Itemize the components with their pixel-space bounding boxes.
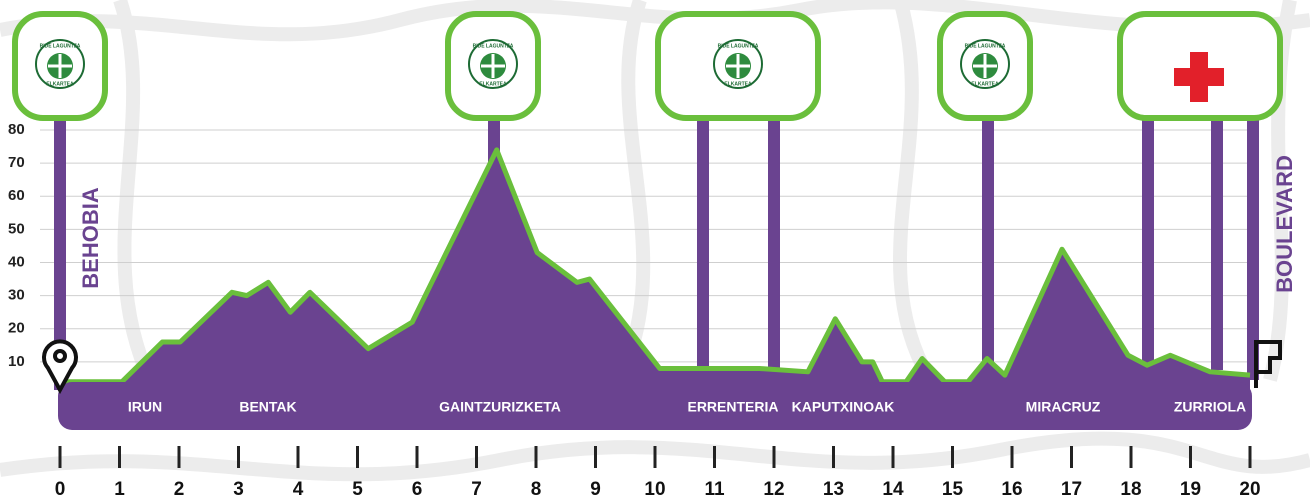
logo-text: BIDE LAGUNTZA (473, 43, 514, 49)
y-tick-label: 80 (8, 121, 25, 138)
elevation-line (60, 147, 1251, 385)
x-tick-label: 18 (1120, 479, 1141, 500)
y-tick-label: 70 (8, 154, 25, 171)
plot (60, 147, 1251, 405)
x-tick-label: 14 (882, 479, 904, 500)
x-tick-label: 16 (1001, 479, 1022, 500)
x-tick-label: 0 (55, 479, 66, 500)
place-label: IRUN (128, 399, 162, 415)
logo-cross (726, 54, 750, 78)
signs: BIDE LAGUNTZA ELKARTEA BIDE LAGUNTZA ELKART… (12, 11, 1033, 121)
place-label: BENTAK (239, 399, 296, 415)
x-tick-label: 15 (942, 479, 964, 500)
logo-text: ELKARTEA (46, 81, 74, 87)
y-tick-label: 10 (8, 353, 25, 370)
place-label: GAINTZURIZKETA (439, 399, 561, 415)
x-tick-label: 17 (1061, 479, 1082, 500)
x-tick-label: 13 (823, 479, 844, 500)
logo-text: ELKARTEA (479, 81, 507, 87)
x-tick-label: 12 (763, 479, 784, 500)
x-tick-label: 10 (644, 479, 665, 500)
x-tick-label: 6 (412, 479, 423, 500)
x-tick-label: 3 (233, 479, 244, 500)
place-label: ERRENTERIA (687, 399, 778, 415)
x-tick-label: 11 (704, 479, 725, 500)
place-label: ZURRIOLA (1174, 399, 1246, 415)
medical-sign (1117, 11, 1283, 121)
logo-text: BIDE LAGUNTZA (965, 43, 1006, 49)
start-pin (42, 339, 78, 395)
x-tick-label: 4 (293, 479, 304, 500)
y-tick-label: 40 (8, 253, 25, 270)
y-tick-label: 20 (8, 320, 25, 337)
place-label: MIRACRUZ (1026, 399, 1101, 415)
grid (40, 129, 1250, 363)
logo-text: ELKARTEA (724, 81, 752, 87)
x-tick-label: 5 (352, 479, 363, 500)
place-label: KAPUTXINOAK (792, 399, 895, 415)
finish-flag (1254, 340, 1282, 388)
x-tick-label: 1 (114, 479, 125, 500)
logo-text: BIDE LAGUNTZA (40, 43, 81, 49)
x-tick-label: 20 (1239, 479, 1260, 500)
logo-cross (973, 54, 997, 78)
start-label: BEHOBIA (78, 187, 103, 289)
y-tick-label: 30 (8, 287, 25, 304)
elevation-area (60, 149, 1250, 405)
x-tick-label: 9 (590, 479, 601, 500)
finish-label: BOULEVARD (1272, 155, 1297, 293)
logo-cross (48, 54, 72, 78)
x-tick-label: 19 (1180, 479, 1201, 500)
x-tick-label: 2 (174, 479, 185, 500)
route-band (58, 382, 1252, 430)
y-tick-label: 60 (8, 187, 25, 204)
logo-cross (481, 54, 505, 78)
logo-text: BIDE LAGUNTZA (718, 43, 759, 49)
x-tick-label: 8 (531, 479, 542, 500)
logo-text: ELKARTEA (971, 81, 999, 87)
y-tick-label: 50 (8, 220, 25, 237)
x-tick-label: 7 (471, 479, 482, 500)
